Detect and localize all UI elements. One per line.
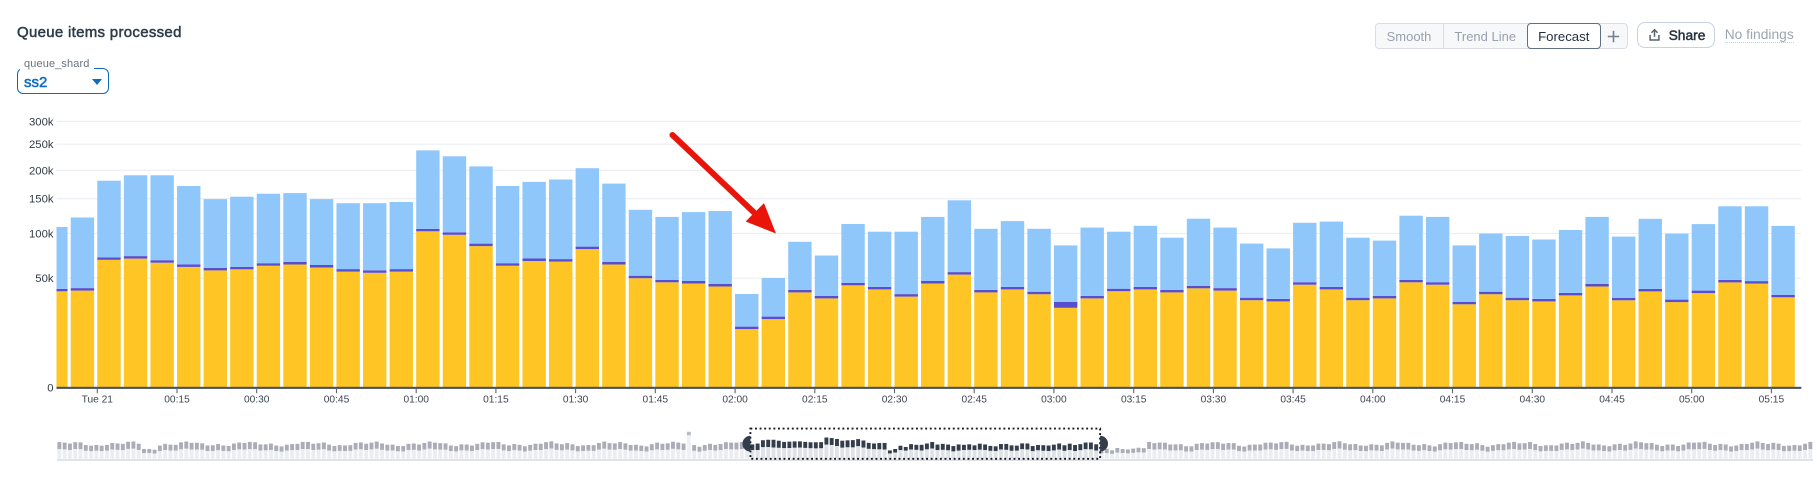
svg-text:50k: 50k bbox=[35, 273, 54, 285]
svg-text:03:15: 03:15 bbox=[1121, 394, 1147, 405]
svg-text:03:30: 03:30 bbox=[1201, 394, 1227, 405]
svg-text:03:00: 03:00 bbox=[1041, 394, 1067, 405]
svg-text:01:00: 01:00 bbox=[403, 394, 429, 405]
svg-text:100k: 100k bbox=[29, 228, 54, 240]
svg-text:03:45: 03:45 bbox=[1280, 394, 1306, 405]
svg-text:01:30: 01:30 bbox=[563, 394, 589, 405]
svg-text:200k: 200k bbox=[29, 165, 54, 177]
svg-text:04:00: 04:00 bbox=[1360, 394, 1386, 405]
svg-text:02:30: 02:30 bbox=[882, 394, 908, 405]
svg-text:04:45: 04:45 bbox=[1599, 394, 1625, 405]
svg-text:0: 0 bbox=[47, 382, 53, 394]
svg-text:250k: 250k bbox=[29, 139, 54, 151]
svg-text:00:45: 00:45 bbox=[324, 394, 350, 405]
svg-text:00:15: 00:15 bbox=[164, 394, 190, 405]
svg-text:300k: 300k bbox=[29, 116, 54, 128]
svg-text:02:00: 02:00 bbox=[722, 394, 748, 405]
svg-text:02:15: 02:15 bbox=[802, 394, 828, 405]
svg-text:150k: 150k bbox=[29, 194, 54, 206]
svg-text:05:15: 05:15 bbox=[1759, 394, 1785, 405]
svg-text:01:15: 01:15 bbox=[483, 394, 509, 405]
svg-text:04:15: 04:15 bbox=[1440, 394, 1466, 405]
svg-text:05:00: 05:00 bbox=[1679, 394, 1705, 405]
svg-text:04:30: 04:30 bbox=[1520, 394, 1546, 405]
svg-text:01:45: 01:45 bbox=[643, 394, 669, 405]
svg-text:02:45: 02:45 bbox=[961, 394, 987, 405]
svg-text:00:30: 00:30 bbox=[244, 394, 270, 405]
svg-text:Tue 21: Tue 21 bbox=[82, 394, 114, 405]
